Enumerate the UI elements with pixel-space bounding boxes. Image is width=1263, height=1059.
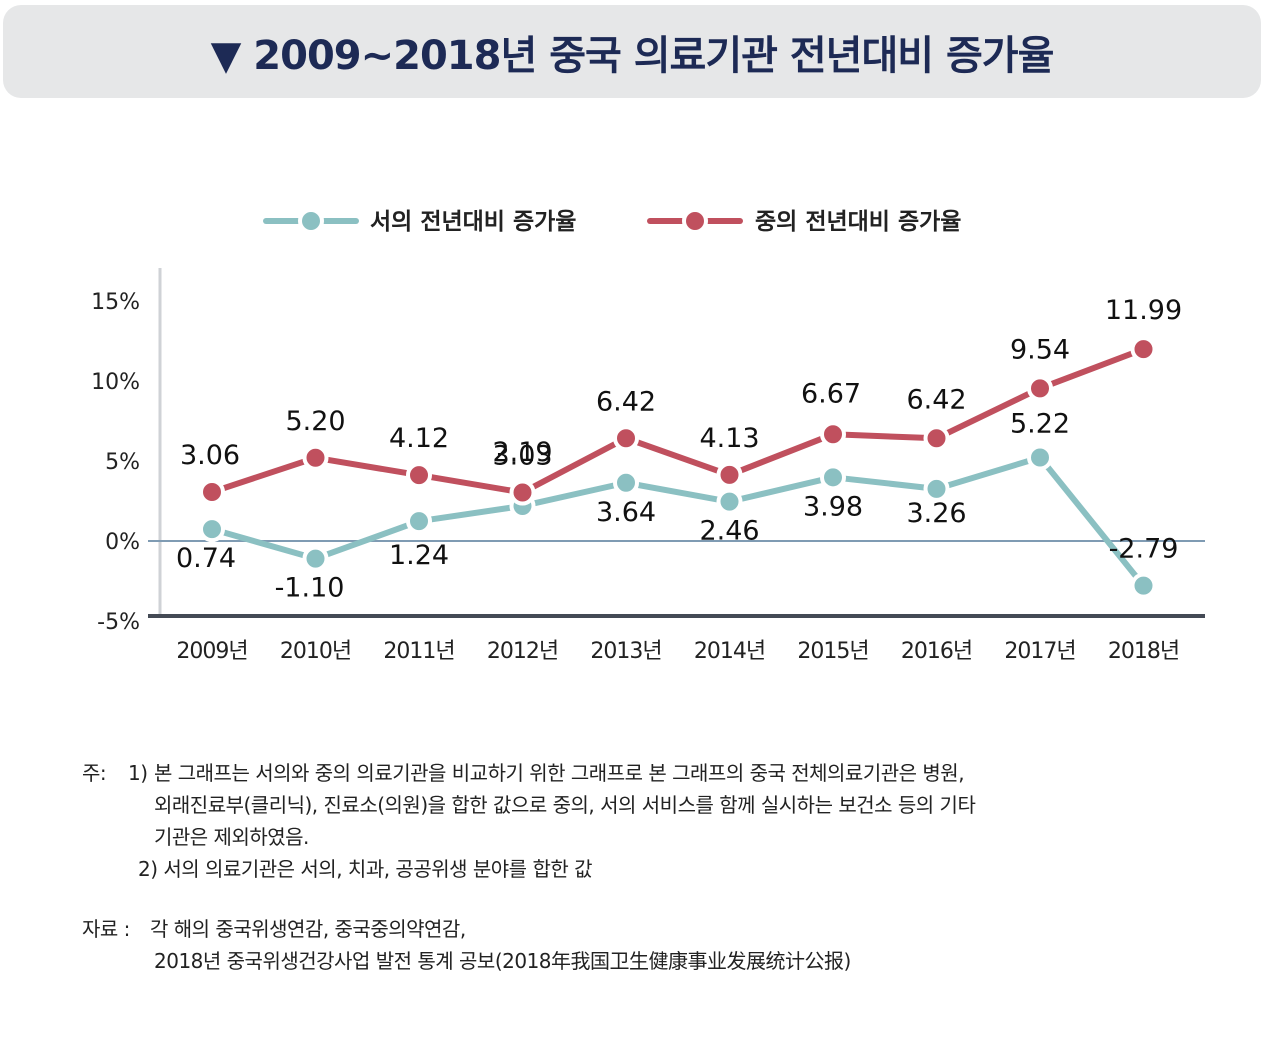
data-point — [1027, 444, 1053, 471]
series-line — [211, 454, 1146, 588]
data-point — [716, 461, 743, 488]
x-tick-label: 2017년 — [1004, 639, 1075, 664]
x-tick-label: 2012년 — [487, 639, 558, 664]
note-1-line-3: 기관은 제외하였음. — [154, 825, 309, 849]
data-point — [406, 508, 432, 535]
x-tick-label: 2013년 — [590, 639, 661, 664]
data-label: 0.74 — [176, 543, 236, 574]
data-point — [923, 475, 950, 502]
data-label: 2.19 — [492, 437, 552, 468]
data-label: 6.42 — [596, 386, 656, 417]
data-label: 5.22 — [1010, 408, 1070, 439]
title-bar: ▼ 2009~2018년 중국 의료기관 전년대비 증가율 — [3, 5, 1261, 98]
data-label: 2.46 — [699, 516, 759, 547]
data-point — [302, 545, 329, 572]
data-point — [1027, 375, 1053, 402]
series-line — [211, 346, 1145, 496]
y-tick-label: 15% — [91, 290, 140, 315]
data-point — [613, 469, 639, 496]
data-point — [1130, 572, 1157, 599]
note-1-line-1: 본 그래프는 서의와 중의 의료기관을 비교하기 위한 그래프로 본 그래프의 … — [154, 761, 965, 785]
note-1-line-2: 외래진료부(클리닉), 진료소(의원)을 합한 값으로 중의, 서의 서비스를 … — [154, 793, 976, 817]
line-chart: 15% 10% 5% 0% -5% 2009년 2010년 2011년 2012년 2013년 20… — [91, 208, 1205, 664]
data-label: 3.03 — [492, 441, 552, 472]
data-label: -1.10 — [275, 573, 345, 604]
data-label: 3.64 — [596, 497, 656, 528]
data-point — [199, 516, 225, 543]
data-point — [820, 421, 846, 448]
x-tick-label: 2015년 — [797, 639, 868, 664]
x-tick-label: 2010년 — [280, 639, 351, 664]
chart-title: ▼ 2009~2018년 중국 의료기관 전년대비 증가율 — [210, 32, 1055, 79]
x-tick-label: 2014년 — [694, 639, 765, 664]
data-label: 11.99 — [1105, 295, 1182, 326]
data-label: 6.67 — [801, 378, 861, 409]
data-point — [509, 479, 536, 506]
data-point — [302, 444, 329, 471]
legend-label: 중의 전년대비 증가율 — [755, 209, 961, 235]
source-prefix: 자료 : — [82, 917, 130, 941]
y-tick-label: 10% — [91, 370, 140, 395]
source-line-1: 각 해의 중국위생연감, 중국중의약연감, — [150, 917, 466, 941]
data-label: 3.26 — [906, 498, 966, 529]
data-label: 6.42 — [906, 384, 966, 415]
data-label: 3.06 — [180, 440, 240, 471]
data-label: 1.24 — [389, 540, 449, 571]
legend-marker — [682, 208, 708, 234]
note-prefix: 주: — [82, 761, 107, 785]
y-tick-label: 5% — [105, 450, 140, 475]
data-label: 5.20 — [285, 406, 345, 437]
data-label: -2.79 — [1109, 534, 1179, 565]
data-point — [716, 488, 743, 515]
note-1-number: 1) — [128, 761, 148, 785]
data-point — [820, 464, 846, 491]
x-tick-label: 2011년 — [383, 639, 454, 664]
source-line-2: 2018년 중국위생건강사업 발전 통계 공보(2018年我国卫生健康事业发展统… — [154, 949, 851, 973]
data-point — [199, 479, 225, 506]
data-label: 4.13 — [699, 423, 759, 454]
data-point — [613, 425, 639, 452]
legend-label: 서의 전년대비 증가율 — [370, 209, 576, 235]
y-tick-label: -5% — [97, 610, 140, 635]
x-tick-label: 2009년 — [176, 639, 247, 664]
data-point — [923, 425, 950, 452]
data-label: 9.54 — [1010, 334, 1070, 365]
footnotes: 주: 1) 본 그래프는 서의와 중의 의료기관을 비교하기 위한 그래프로 본… — [82, 757, 1242, 977]
y-tick-label: 0% — [105, 530, 140, 555]
legend-marker — [298, 208, 324, 234]
data-label: 4.12 — [389, 423, 449, 454]
source: 자료 : 각 해의 중국위생연감, 중국중의약연감, — [82, 913, 1242, 945]
x-tick-label: 2016년 — [901, 639, 972, 664]
data-point — [406, 462, 432, 489]
x-tick-label: 2018년 — [1108, 639, 1179, 664]
data-point — [1130, 336, 1157, 363]
data-label: 3.98 — [803, 491, 863, 522]
note-1: 주: 1) 본 그래프는 서의와 중의 의료기관을 비교하기 위한 그래프로 본… — [82, 757, 1242, 789]
note-2: 2) 서의 의료기관은 서의, 치과, 공공위생 분야를 합한 값 — [138, 857, 593, 881]
